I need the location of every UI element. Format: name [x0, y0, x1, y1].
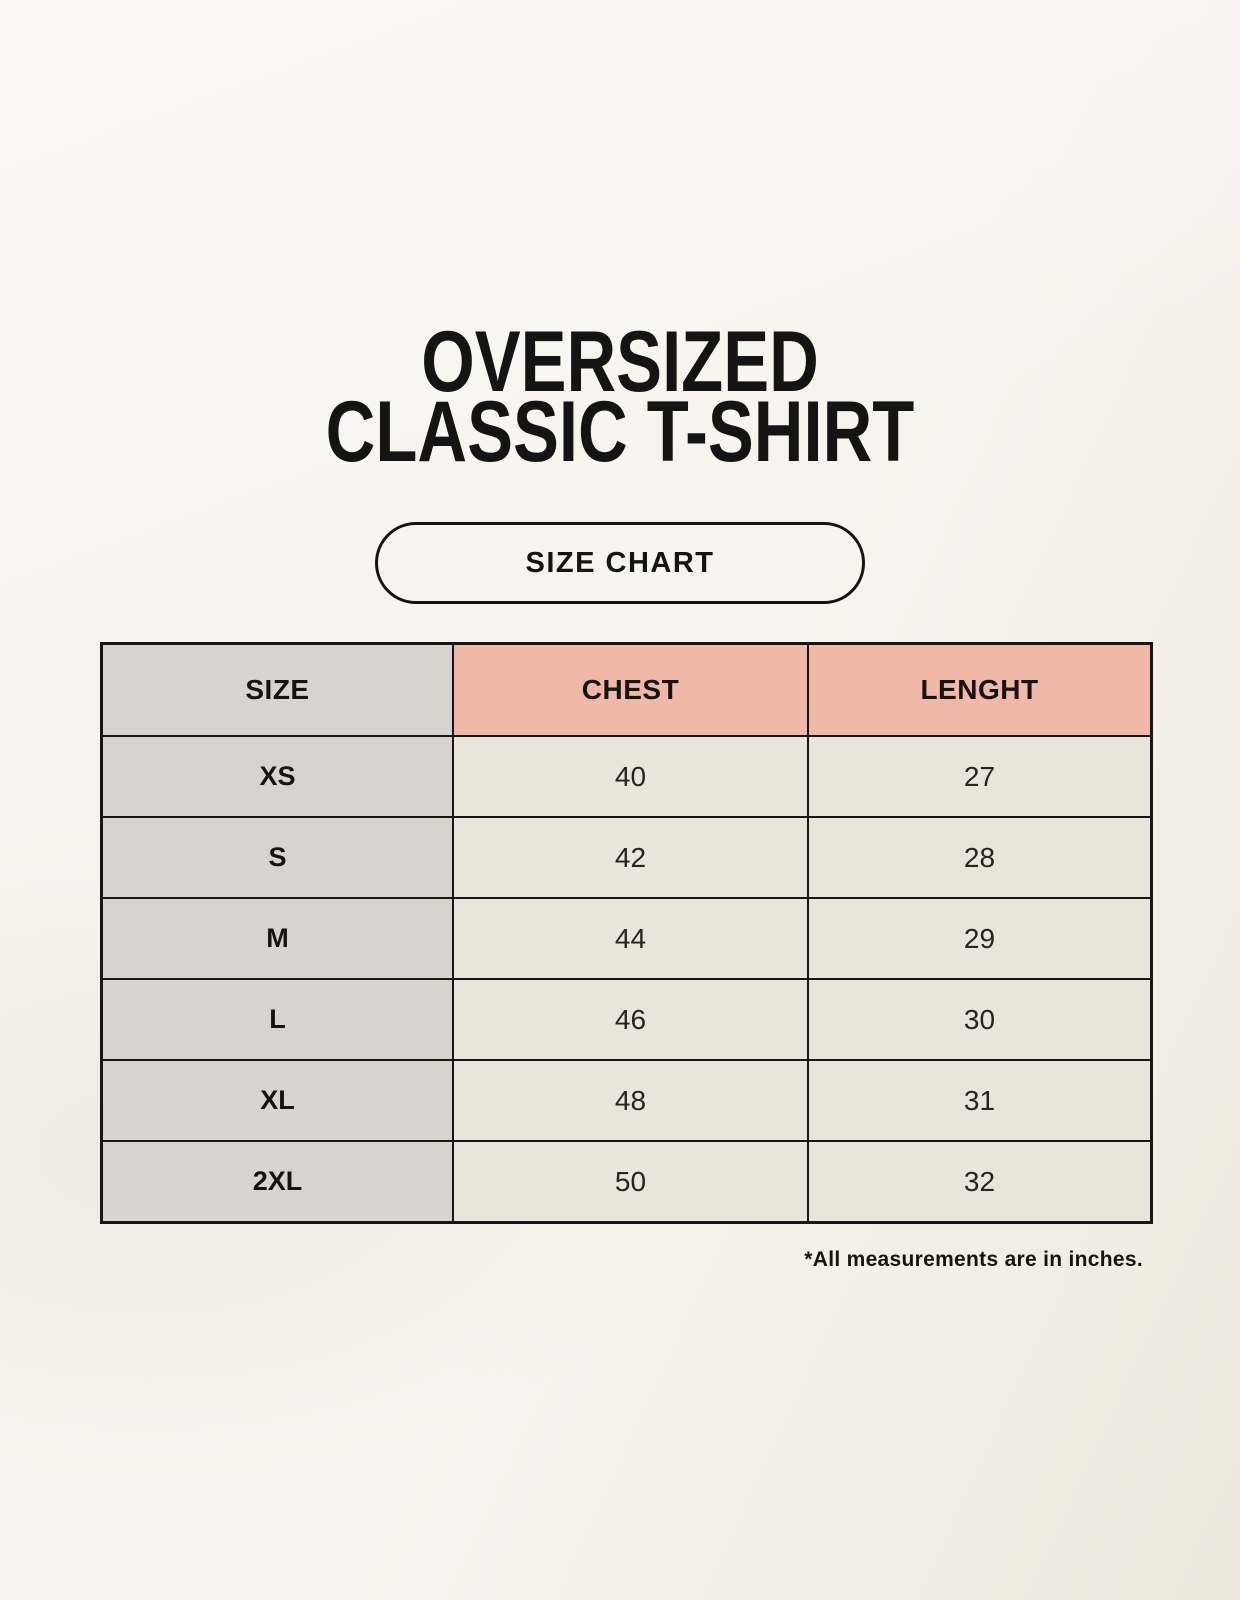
size-cell: S [100, 816, 454, 899]
measurements-footnote: *All measurements are in inches. [804, 1248, 1143, 1271]
table-row: XL 48 31 [100, 1059, 1153, 1142]
table-row: XS 40 27 [100, 735, 1153, 818]
size-cell: L [100, 978, 454, 1061]
length-cell: 31 [807, 1059, 1153, 1142]
length-cell: 29 [807, 897, 1153, 980]
title-line-2: CLASSIC T-SHIRT [325, 384, 915, 480]
size-chart-button-label: SIZE CHART [525, 546, 715, 579]
chest-cell: 42 [452, 816, 809, 899]
size-cell: XL [100, 1059, 454, 1142]
table-header-row: SIZE CHEST LENGHT [100, 642, 1153, 737]
length-cell: 28 [807, 816, 1153, 899]
table-row: S 42 28 [100, 816, 1153, 899]
chest-cell: 40 [452, 735, 809, 818]
column-header-chest: CHEST [452, 642, 809, 737]
table-row: M 44 29 [100, 897, 1153, 980]
column-header-size: SIZE [100, 642, 454, 737]
size-cell: XS [100, 735, 454, 818]
page-title: OVERSIZED CLASSIC T-SHIRT [124, 319, 1116, 475]
column-header-length: LENGHT [807, 642, 1153, 737]
size-cell: 2XL [100, 1140, 454, 1224]
length-cell: 27 [807, 735, 1153, 818]
title-line-1: OVERSIZED [421, 314, 819, 410]
chest-cell: 48 [452, 1059, 809, 1142]
chest-cell: 44 [452, 897, 809, 980]
length-cell: 30 [807, 978, 1153, 1061]
table-row: L 46 30 [100, 978, 1153, 1061]
size-cell: M [100, 897, 454, 980]
length-cell: 32 [807, 1140, 1153, 1224]
size-chart-button[interactable]: SIZE CHART [375, 522, 865, 604]
chest-cell: 46 [452, 978, 809, 1061]
size-chart-table: SIZE CHEST LENGHT XS 40 27 S 42 28 M 44 … [100, 642, 1153, 1224]
table-row: 2XL 50 32 [100, 1140, 1153, 1224]
chest-cell: 50 [452, 1140, 809, 1224]
